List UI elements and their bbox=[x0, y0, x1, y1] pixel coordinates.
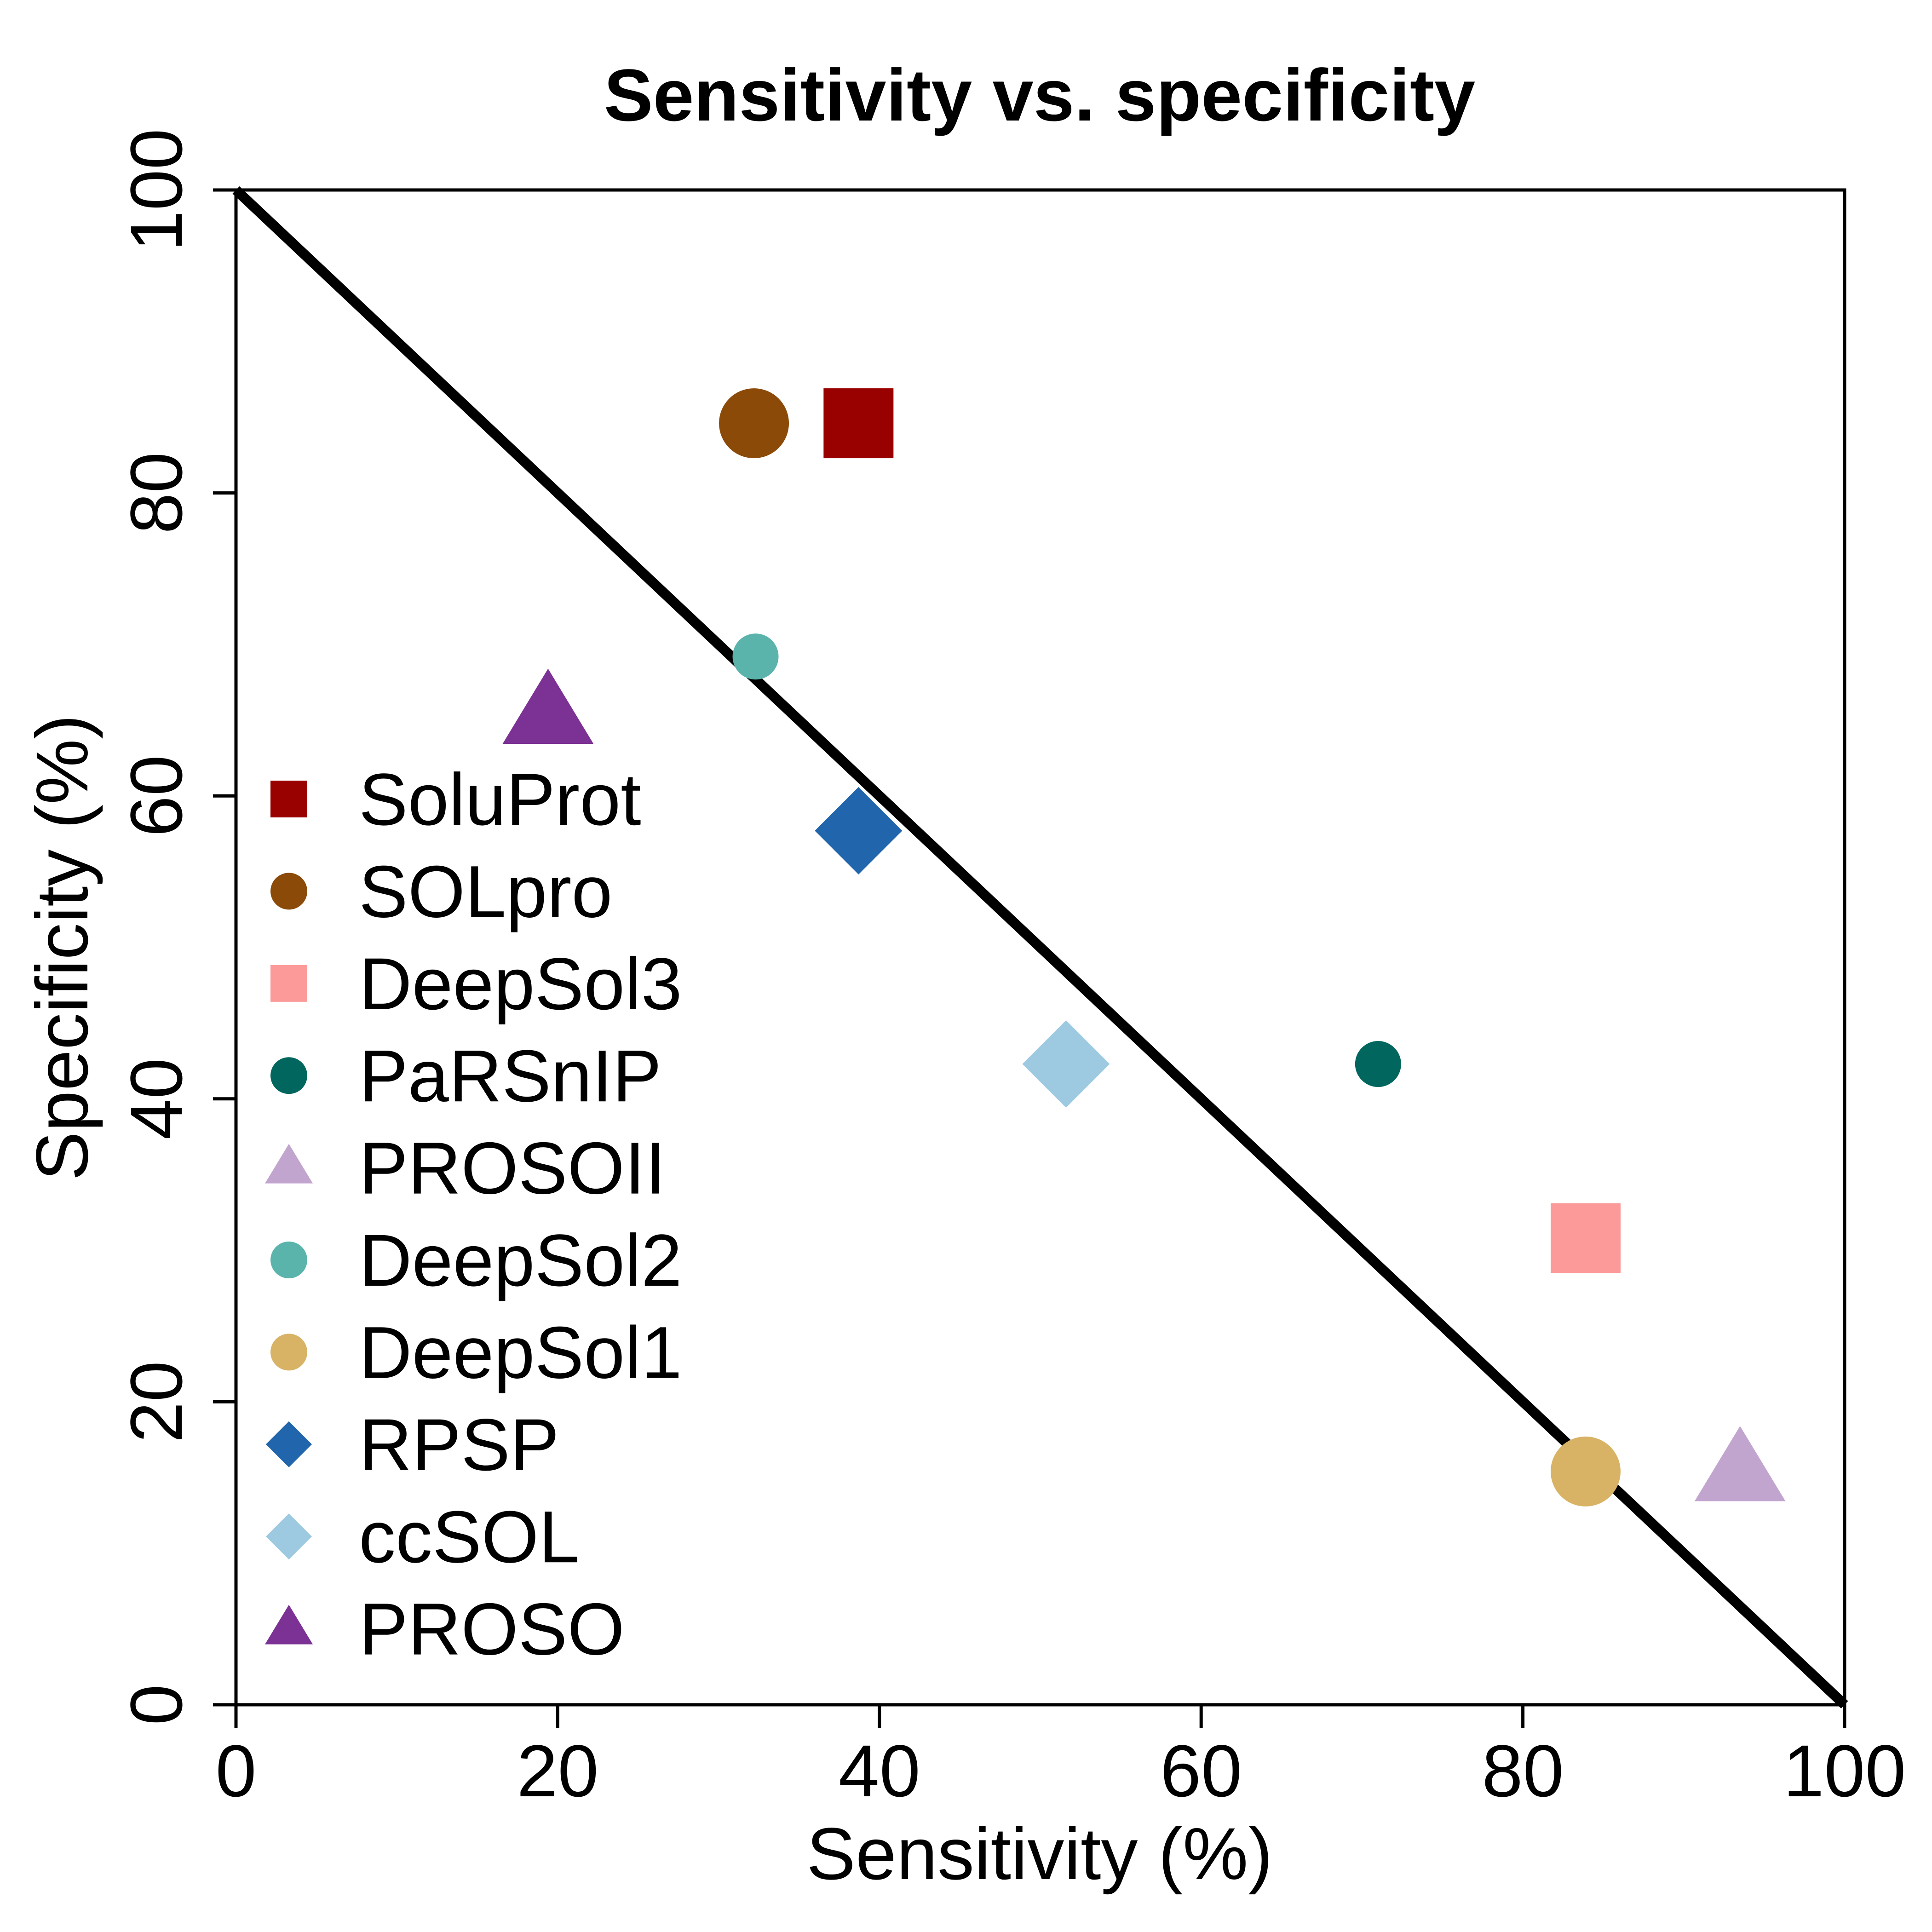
legend-marker-soluprot bbox=[270, 781, 307, 817]
point-proso bbox=[502, 668, 594, 744]
point-deepsol2 bbox=[732, 633, 779, 680]
point-soluprot bbox=[823, 388, 894, 459]
legend-marker-prosoii bbox=[265, 1144, 313, 1184]
legend-label-solpro: SOLpro bbox=[359, 850, 612, 932]
x-tick-label: 20 bbox=[517, 1730, 598, 1812]
point-deepsol1 bbox=[1550, 1436, 1621, 1506]
legend-marker-deepsol3 bbox=[270, 965, 307, 1002]
x-tick-label: 80 bbox=[1482, 1730, 1564, 1812]
legend: SoluProt SOLpro DeepSol3 PaRSnIP PROSOII Deep… bbox=[265, 758, 682, 1670]
legend-label-deepsol2: DeepSol2 bbox=[359, 1219, 682, 1301]
legend-label-parsnip: PaRSnIP bbox=[359, 1035, 661, 1117]
legend-marker-deepsol2 bbox=[270, 1242, 307, 1278]
legend-label-ccsol: ccSOL bbox=[359, 1495, 580, 1578]
plot-frame bbox=[234, 188, 1846, 1707]
x-tick-label: 0 bbox=[216, 1730, 257, 1812]
legend-label-proso: PROSO bbox=[359, 1588, 625, 1670]
x-tick-label: 100 bbox=[1783, 1730, 1906, 1812]
y-axis-label: Specificity (%) bbox=[21, 714, 103, 1181]
x-tick-label: 60 bbox=[1160, 1730, 1242, 1812]
point-ccsol bbox=[1022, 1020, 1110, 1108]
legend-marker-parsnip bbox=[270, 1057, 307, 1094]
legend-label-deepsol3: DeepSol3 bbox=[359, 943, 682, 1025]
legend-marker-solpro bbox=[270, 873, 307, 910]
point-parsnip bbox=[1355, 1041, 1401, 1087]
y-tick-label: 0 bbox=[115, 1685, 197, 1725]
data-points bbox=[502, 388, 1786, 1506]
y-tick-label: 60 bbox=[115, 755, 197, 837]
legend-label-prosoii: PROSOII bbox=[359, 1127, 666, 1209]
point-deepsol3 bbox=[1550, 1203, 1621, 1273]
x-axis-label: Sensitivity (%) bbox=[806, 1812, 1273, 1895]
y-tick-label: 100 bbox=[115, 129, 197, 252]
point-rpsp bbox=[815, 787, 903, 874]
y-axis: 0 20 40 60 80 100 bbox=[115, 129, 236, 1725]
point-prosoii bbox=[1694, 1426, 1786, 1501]
legend-label-deepsol1: DeepSol1 bbox=[359, 1311, 682, 1393]
legend-label-rpsp: RPSP bbox=[359, 1403, 559, 1486]
y-tick-label: 40 bbox=[115, 1058, 197, 1140]
x-axis: 0 20 40 60 80 100 bbox=[216, 1705, 1906, 1812]
point-solpro bbox=[719, 388, 789, 459]
x-tick-label: 40 bbox=[839, 1730, 920, 1812]
legend-marker-ccsol bbox=[266, 1513, 312, 1560]
y-tick-label: 20 bbox=[115, 1361, 197, 1443]
legend-marker-deepsol1 bbox=[270, 1334, 307, 1371]
legend-label-soluprot: SoluProt bbox=[359, 758, 641, 840]
y-tick-label: 80 bbox=[115, 452, 197, 534]
legend-marker-proso bbox=[265, 1604, 313, 1644]
legend-marker-rpsp bbox=[266, 1421, 312, 1467]
chart-title: Sensitivity vs. specificity bbox=[604, 54, 1475, 136]
